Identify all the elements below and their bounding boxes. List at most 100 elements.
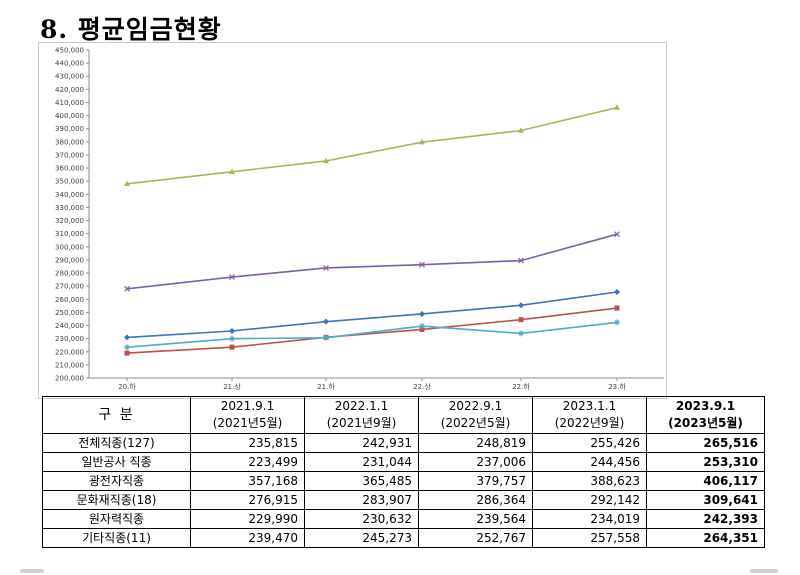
y-tick-label: 280,000 [55, 270, 84, 278]
data-point [614, 231, 620, 238]
x-tick-label: 22.하 [512, 382, 530, 391]
data-point [419, 323, 425, 330]
data-point [124, 350, 130, 356]
y-tick-label: 350,000 [55, 178, 84, 186]
table-cell: 242,931 [304, 433, 419, 453]
y-tick-label: 270,000 [55, 283, 84, 291]
data-point [229, 344, 235, 350]
table-cell: 242,393 [646, 509, 765, 529]
y-tick-label: 420,000 [55, 86, 84, 94]
page-edge-mark [20, 569, 44, 573]
data-point [419, 261, 425, 268]
y-tick-label: 290,000 [55, 256, 84, 264]
data-point [323, 318, 329, 325]
data-point [323, 334, 329, 341]
y-tick-label: 260,000 [55, 296, 84, 304]
x-tick-label: 21.상 [223, 382, 241, 391]
table-cell: 248,819 [418, 433, 533, 453]
table-cell: 309,641 [646, 490, 765, 510]
table-cell: 379,757 [418, 471, 533, 491]
table-cell: 255,426 [532, 433, 647, 453]
table-row-label: 전체직종(127) [42, 433, 191, 453]
data-point [614, 104, 620, 110]
data-point [229, 274, 235, 281]
data-point [614, 319, 620, 326]
series-layer [124, 104, 620, 356]
chart-svg: 200,000 210,000 220,000 230,000 240,000 250,0… [55, 47, 664, 391]
data-point [229, 335, 235, 342]
table-header-cell: 2023.9.1 (2023년5월) [646, 396, 765, 434]
table-row: 기타직종(11) 239,470 245,273 252,767 257,558 264,… [42, 528, 765, 548]
table-cell: 234,019 [532, 509, 647, 529]
data-point [614, 289, 620, 296]
page-edge-mark [750, 569, 778, 573]
data-point [229, 168, 235, 174]
table-cell: 292,142 [532, 490, 647, 510]
table-header-cell: 2021.9.1 (2021년5월) [190, 396, 305, 434]
data-point [518, 302, 524, 309]
table-row-label: 일반공사 직종 [42, 452, 191, 472]
y-tick-label: 310,000 [55, 230, 84, 238]
table-cell: 237,006 [418, 452, 533, 472]
data-point [419, 326, 425, 332]
line-chart: 200,000 210,000 220,000 230,000 240,000 250,0… [38, 42, 667, 399]
table-cell: 223,499 [190, 452, 305, 472]
table-row: 일반공사 직종 223,499 231,044 237,006 244,456 253,3… [42, 452, 765, 472]
y-tick-label: 200,000 [55, 375, 84, 383]
table-cell: 239,470 [190, 528, 305, 548]
table-header-row: 구 분 2021.9.1 (2021년5월) 2022.1.1 (2021년9월) … [42, 396, 765, 434]
x-tick-label: 23.하 [608, 382, 626, 391]
x-tick-label: 21.하 [317, 382, 335, 391]
y-tick-label: 230,000 [55, 335, 84, 343]
table-cell: 276,915 [190, 490, 305, 510]
y-tick-label: 440,000 [55, 60, 84, 68]
y-tick-label: 410,000 [55, 99, 84, 107]
y-axis: 200,000 210,000 220,000 230,000 240,000 250,0… [55, 47, 90, 383]
data-point [518, 330, 524, 337]
data-point [419, 138, 425, 145]
table-row-label: 문화재직종(18) [42, 490, 191, 510]
y-tick-label: 430,000 [55, 73, 84, 81]
y-tick-label: 450,000 [55, 47, 84, 55]
data-point [323, 157, 329, 164]
table-header-cell: 2022.1.1 (2021년9월) [304, 396, 419, 434]
x-tick-label: 22.상 [413, 382, 431, 391]
table-row: 원자력직종 229,990 230,632 239,564 234,019 242,393 [42, 509, 765, 529]
y-tick-label: 400,000 [55, 112, 84, 120]
table-header-cell: 2022.9.1 (2022년5월) [418, 396, 533, 434]
y-tick-label: 300,000 [55, 243, 84, 251]
series-line [126, 106, 618, 185]
table-cell: 231,044 [304, 452, 419, 472]
table-cell: 230,632 [304, 509, 419, 529]
data-point [124, 344, 130, 351]
table-row-label: 기타직종(11) [42, 528, 191, 548]
table-cell: 388,623 [532, 471, 647, 491]
data-point [229, 328, 235, 335]
table-row-label: 광전자직종 [42, 471, 191, 491]
data-point [124, 180, 130, 187]
table-row-label: 원자력직종 [42, 509, 191, 529]
data-point [518, 257, 524, 264]
table-row: 문화재직종(18) 276,915 283,907 286,364 292,142 309… [42, 490, 765, 510]
y-tick-label: 330,000 [55, 204, 84, 212]
y-tick-label: 250,000 [55, 309, 84, 317]
y-tick-label: 380,000 [55, 138, 84, 146]
data-point [614, 305, 620, 311]
y-tick-label: 210,000 [55, 361, 84, 369]
table-corner-cell: 구 분 [42, 396, 191, 434]
series-line [126, 291, 618, 339]
table-cell: 406,117 [646, 471, 765, 491]
table-cell: 365,485 [304, 471, 419, 491]
table-header-cell: 2023.1.1 (2022년9월) [532, 396, 647, 434]
table-cell: 357,168 [190, 471, 305, 491]
series-line [126, 233, 618, 290]
wage-table: 구 분 2021.9.1 (2021년5월) 2022.1.1 (2021년9월) … [42, 396, 765, 548]
data-point [419, 310, 425, 317]
table-cell: 229,990 [190, 509, 305, 529]
y-tick-label: 220,000 [55, 348, 84, 356]
series-line [126, 321, 618, 348]
table-cell: 252,767 [418, 528, 533, 548]
table-cell: 265,516 [646, 433, 765, 453]
x-axis: 20.하 21.상 21.하 22.상 22.하 23.하 [89, 377, 664, 391]
table-cell: 257,558 [532, 528, 647, 548]
